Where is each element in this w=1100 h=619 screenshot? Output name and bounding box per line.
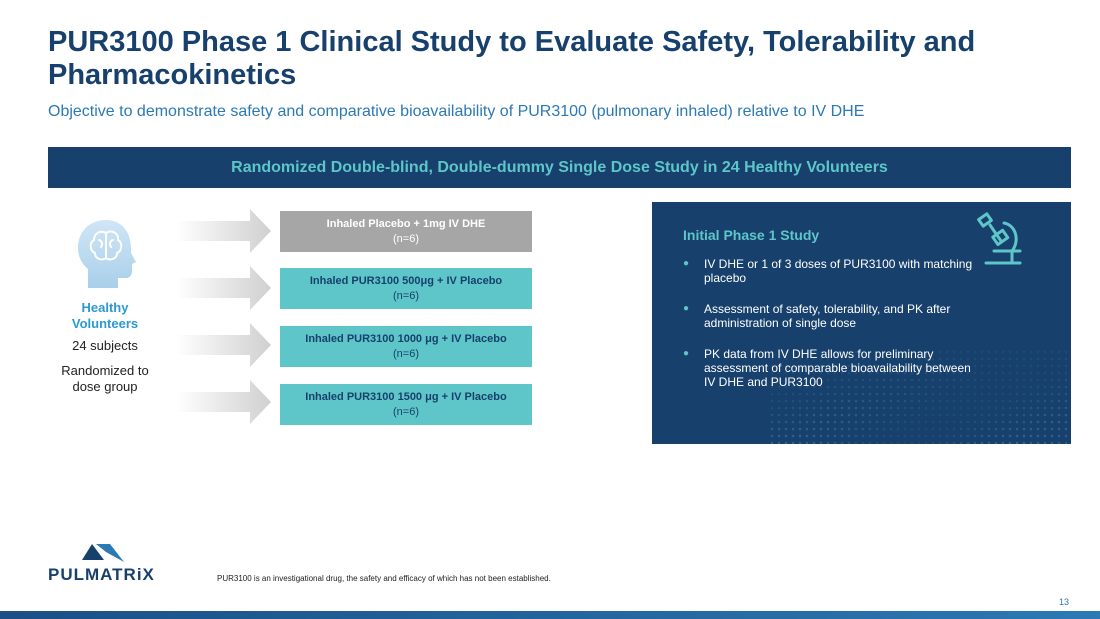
page-number: 13 bbox=[1058, 597, 1069, 607]
company-logo-text: PULMATRiX bbox=[48, 565, 155, 584]
arrow-icon bbox=[176, 209, 271, 253]
dose-group-n: (n=6) bbox=[393, 347, 419, 360]
study-bullets: ● IV DHE or 1 of 3 doses of PUR3100 with… bbox=[683, 257, 983, 406]
volunteers-note: Randomized to dose group bbox=[61, 363, 149, 394]
dose-group-name: Inhaled Placebo + 1mg IV DHE bbox=[326, 217, 486, 230]
dose-group-n: (n=6) bbox=[393, 232, 419, 245]
dose-group-500: Inhaled PUR3100 500μg + IV Placebo (n=6) bbox=[280, 268, 532, 309]
arrow-icon bbox=[176, 266, 271, 310]
list-item: ● IV DHE or 1 of 3 doses of PUR3100 with… bbox=[683, 257, 983, 285]
dose-group-name: Inhaled PUR3100 500μg + IV Placebo bbox=[309, 274, 503, 287]
dose-group-n: (n=6) bbox=[393, 405, 419, 418]
dose-group-n: (n=6) bbox=[393, 289, 419, 302]
arrow-icon bbox=[176, 323, 271, 367]
study-panel: Initial Phase 1 Study ● IV DHE or 1 of 3… bbox=[652, 202, 1071, 444]
microscope-icon bbox=[977, 212, 1022, 265]
dose-group-name: Inhaled PUR3100 1000 μg + IV Placebo bbox=[305, 332, 507, 345]
dose-group-placebo: Inhaled Placebo + 1mg IV DHE (n=6) bbox=[280, 211, 532, 252]
bullet-icon: ● bbox=[683, 258, 690, 269]
list-item: ● Assessment of safety, tolerability, an… bbox=[683, 302, 983, 330]
pulmatrix-logo-icon bbox=[82, 544, 124, 562]
arrow-icon bbox=[176, 380, 271, 424]
study-design-banner: Randomized Double-blind, Double-dummy Si… bbox=[48, 147, 1071, 188]
dose-group-1000: Inhaled PUR3100 1000 μg + IV Placebo (n=… bbox=[280, 326, 532, 367]
dot-pattern-decoration bbox=[770, 350, 1068, 444]
dose-group-name: Inhaled PUR3100 1500 μg + IV Placebo bbox=[305, 390, 507, 403]
bullet-icon: ● bbox=[683, 348, 690, 359]
bullet-text: IV DHE or 1 of 3 doses of PUR3100 with m… bbox=[704, 257, 973, 285]
volunteers-title: Healthy Volunteers bbox=[71, 300, 139, 331]
bullet-text: PK data from IV DHE allows for prelimina… bbox=[704, 347, 971, 389]
dose-group-1500: Inhaled PUR3100 1500 μg + IV Placebo (n=… bbox=[280, 384, 532, 425]
bullet-icon: ● bbox=[683, 303, 690, 314]
disclaimer-text: PUR3100 is an investigational drug, the … bbox=[217, 574, 551, 583]
volunteers-count: 24 subjects bbox=[72, 338, 138, 353]
head-brain-icon bbox=[78, 220, 136, 288]
slide-title: PUR3100 Phase 1 Clinical Study to Evalua… bbox=[48, 26, 976, 91]
footer-bar-decoration bbox=[0, 611, 1100, 619]
bullet-text: Assessment of safety, tolerability, and … bbox=[704, 302, 951, 330]
study-panel-title: Initial Phase 1 Study bbox=[683, 227, 820, 243]
slide-subtitle: Objective to demonstrate safety and comp… bbox=[48, 103, 865, 120]
list-item: ● PK data from IV DHE allows for prelimi… bbox=[683, 347, 983, 389]
